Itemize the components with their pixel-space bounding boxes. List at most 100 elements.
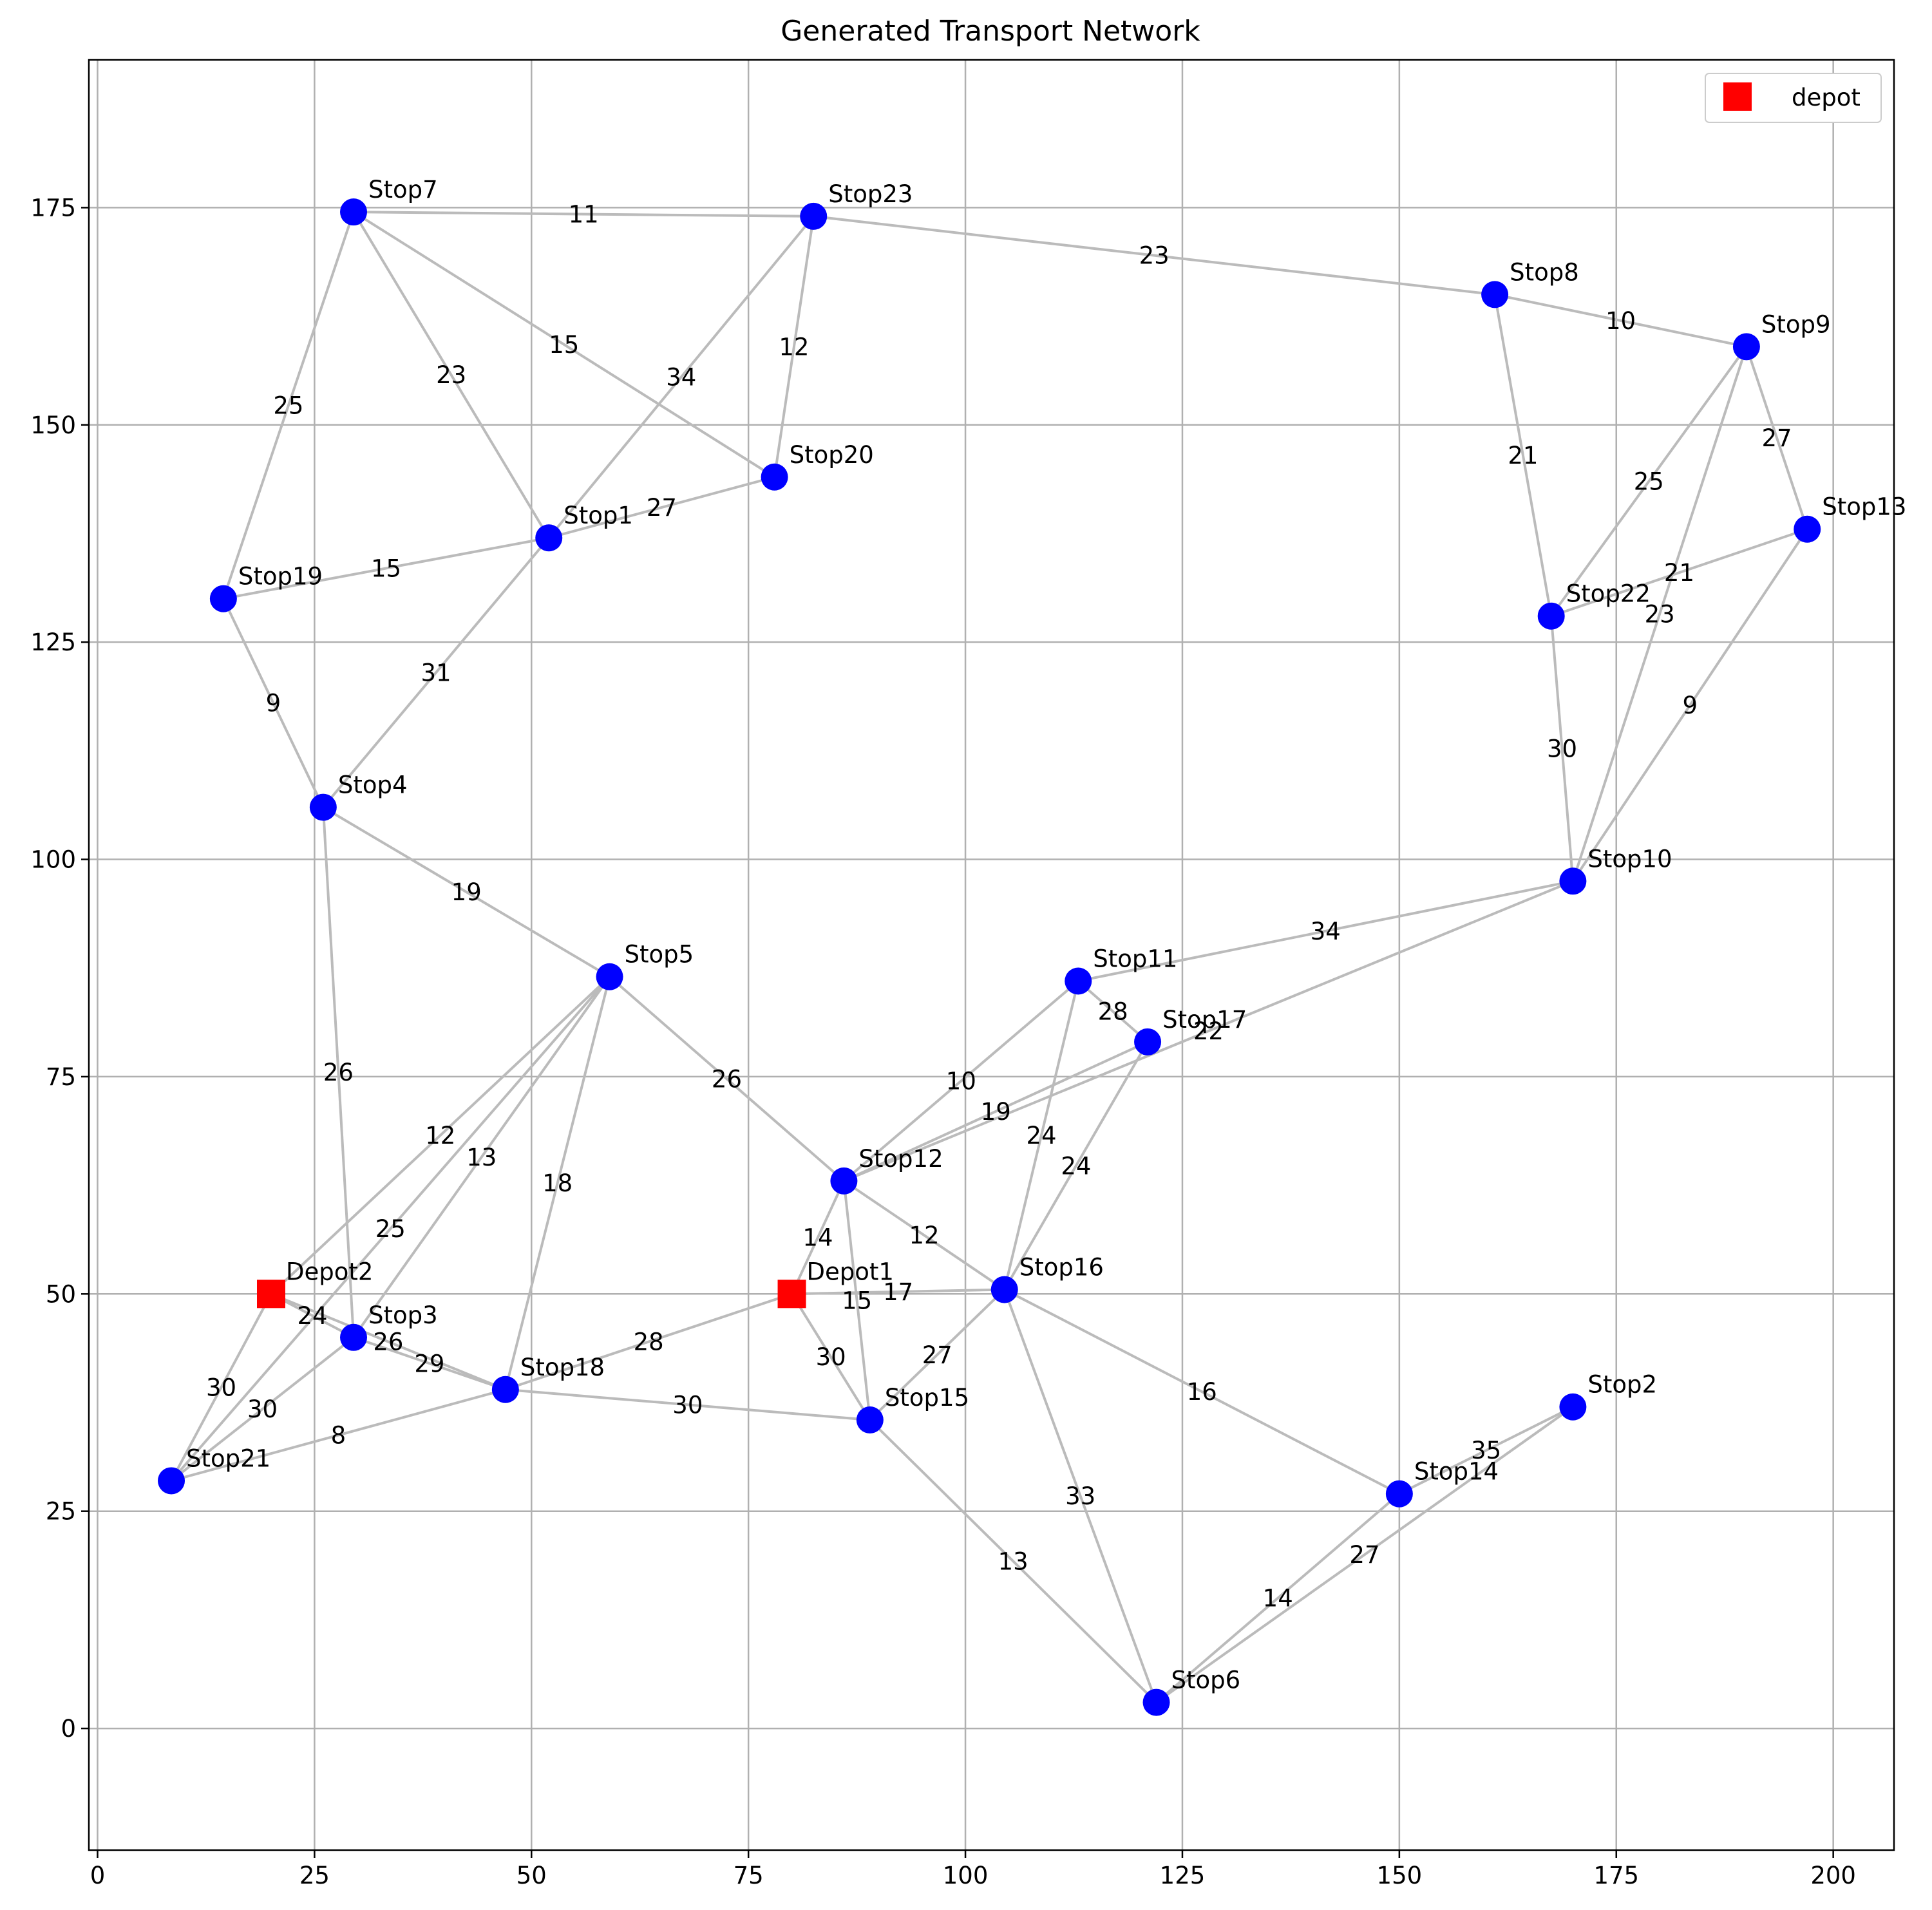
node-label: Stop12 (858, 1145, 943, 1173)
edge-line (352, 976, 611, 1338)
edge-weight-label: 19 (451, 878, 482, 906)
edge-weight-label: 28 (1098, 998, 1128, 1026)
depot-marker (777, 1280, 806, 1309)
edge-line (1550, 346, 1748, 617)
edge-line (322, 806, 611, 978)
node-label: Stop16 (1019, 1254, 1104, 1281)
stop-marker (309, 793, 337, 821)
node-label: Depot1 (807, 1258, 894, 1285)
edge-line (609, 976, 845, 1182)
edge-weight-label: 19 (981, 1098, 1011, 1126)
stop-marker (1065, 967, 1092, 995)
edge-weight-label: 12 (909, 1222, 940, 1249)
x-tick-label: 125 (1160, 1862, 1206, 1889)
edge-weight-label: 14 (1263, 1585, 1293, 1612)
edge-line (1571, 528, 1808, 882)
edge-line (869, 1289, 1006, 1421)
edge-line (1003, 981, 1080, 1291)
edge-weight-label: 14 (802, 1224, 833, 1252)
edge-weight-label: 30 (1547, 735, 1577, 762)
edge-weight-label: 27 (922, 1341, 952, 1369)
edge-line (270, 1292, 506, 1391)
edge-line (1155, 1406, 1574, 1704)
chart-title: Generated Transport Network (781, 15, 1200, 48)
edge-weight-label: 15 (842, 1287, 872, 1314)
stop-marker (596, 963, 623, 990)
edge-line (222, 211, 355, 600)
edges (170, 211, 1809, 1704)
axis-ticks: 0 25 50 75 100 125 150 175 200 0 25 50 75 100 125 150 17… (30, 194, 1856, 1889)
edge-weight-label: 27 (1762, 424, 1792, 452)
stop-marker (761, 463, 788, 491)
edge-weight-label: 21 (1508, 442, 1538, 469)
edge-weight-label: 23 (436, 361, 466, 389)
edge-weight-label: 18 (542, 1169, 573, 1197)
edge-line (171, 1388, 506, 1482)
edge-weight-label: 30 (816, 1343, 846, 1371)
edge-weight-label: 24 (1026, 1122, 1056, 1149)
edge-line (842, 1180, 871, 1421)
stop-marker (990, 1276, 1018, 1303)
edge-line (1155, 1493, 1401, 1704)
edge-line (223, 536, 549, 600)
edge-line (170, 1293, 272, 1482)
node-label: Stop22 (1566, 580, 1651, 608)
stop-marker (1537, 602, 1565, 630)
x-tick-label: 0 (90, 1862, 106, 1889)
edge-line (843, 1180, 1005, 1291)
node-label: Stop17 (1162, 1006, 1247, 1034)
edge-weight-label: 29 (414, 1350, 444, 1377)
grid (89, 60, 1894, 1850)
node-label: Stop19 (238, 563, 323, 591)
edge-weight-label: 26 (323, 1059, 354, 1086)
edge-weight-label: 28 (634, 1328, 664, 1356)
edge-weight-label: 26 (373, 1328, 403, 1356)
edge-line (790, 1180, 846, 1295)
edge-line (1003, 1289, 1158, 1703)
edge-weight-label: 25 (375, 1215, 406, 1243)
edge-weight-label: 24 (297, 1302, 327, 1330)
edge-line (1551, 527, 1808, 618)
x-tick-label: 25 (299, 1862, 330, 1889)
node-label: Stop1 (564, 502, 633, 529)
edge-weight-label: 24 (1061, 1152, 1091, 1180)
edge-weight-label: 23 (1645, 600, 1675, 628)
node-label: Stop21 (186, 1444, 270, 1472)
stop-marker (856, 1406, 884, 1433)
edge-weight-label: 17 (883, 1278, 913, 1306)
stop-marker (491, 1376, 519, 1403)
edge-line (321, 807, 355, 1338)
edge-line (1398, 1405, 1574, 1495)
edge-line (353, 211, 814, 218)
edge-line (1003, 1041, 1149, 1291)
edge-weight-label: 13 (466, 1144, 497, 1171)
depot-marker (256, 1280, 285, 1309)
edge-line (222, 598, 325, 808)
edge-weight-label: 30 (206, 1374, 236, 1401)
edge-line (352, 211, 775, 478)
edge-line (1003, 1288, 1400, 1495)
edge-line (170, 976, 611, 1482)
node-label: Stop2 (1587, 1371, 1657, 1399)
edge-line (813, 214, 1495, 296)
stop-marker (340, 1323, 368, 1351)
edge-line (773, 216, 815, 478)
stop-marker (158, 1467, 185, 1495)
edge-weight-label: 12 (779, 333, 809, 361)
node-label: Stop7 (368, 176, 438, 203)
legend-depot-marker (1723, 82, 1752, 111)
edge-weight-label: 15 (371, 554, 401, 582)
node-label: Stop4 (338, 771, 408, 799)
stop-marker (340, 198, 368, 226)
node-label: Stop6 (1171, 1667, 1241, 1694)
edge-line (791, 1288, 1005, 1296)
y-tick-label: 75 (46, 1063, 76, 1091)
y-tick-label: 0 (61, 1715, 76, 1743)
edge-line (352, 211, 550, 539)
edge-weight-label: 10 (1605, 307, 1636, 335)
plot-frame (88, 59, 1895, 1851)
edge-line (1077, 880, 1573, 983)
edge-line (1493, 294, 1553, 617)
edge-line (1549, 616, 1575, 882)
